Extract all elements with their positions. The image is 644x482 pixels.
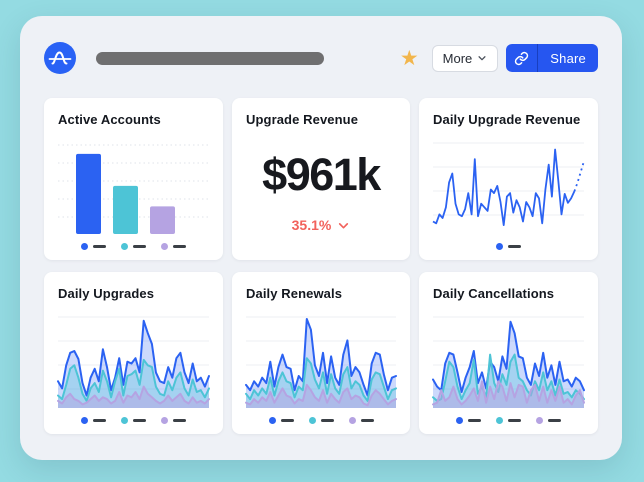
area-chart-svg <box>245 316 397 408</box>
card-title: Daily Upgrades <box>58 286 155 301</box>
favorite-star-icon[interactable]: ★ <box>399 46 419 70</box>
chevron-down-icon <box>339 222 349 228</box>
chart-legend <box>56 238 211 254</box>
bar-chart <box>56 133 211 236</box>
legend-label-placeholder <box>133 244 146 248</box>
legend-label-placeholder <box>548 418 561 422</box>
share-button[interactable]: Share <box>506 44 598 72</box>
kpi-delta: 35.1% <box>244 217 398 233</box>
legend-entry <box>81 416 106 424</box>
legend-label-placeholder <box>93 418 106 422</box>
line-chart-svg <box>432 142 585 226</box>
legend-dot <box>161 416 168 424</box>
amplitude-logo-icon[interactable] <box>44 42 76 74</box>
kpi-value: $961k <box>262 149 381 200</box>
legend-dot <box>348 416 356 424</box>
legend-dot <box>81 416 88 424</box>
card-daily-renewals[interactable]: Daily Renewals <box>232 272 410 434</box>
cards-grid: Active Accounts Upgrade Revenue $961k 35… <box>44 98 598 434</box>
more-button[interactable]: More <box>431 44 499 72</box>
share-button-label: Share <box>550 50 586 66</box>
line-chart <box>431 133 586 236</box>
area-chart-svg <box>432 316 585 408</box>
chevron-down-icon <box>478 56 486 61</box>
legend-entry <box>348 416 374 424</box>
area-chart-svg <box>57 316 210 408</box>
card-daily-upgrades[interactable]: Daily Upgrades <box>44 272 223 434</box>
legend-label-placeholder <box>508 418 521 422</box>
legend-label-placeholder <box>93 244 106 248</box>
card-title: Daily Renewals <box>246 286 343 301</box>
legend-dot <box>496 416 503 424</box>
card-daily-cancellations[interactable]: Daily Cancellations <box>419 272 598 434</box>
area-chart <box>244 307 398 410</box>
legend-entry <box>121 242 146 250</box>
card-upgrade-revenue[interactable]: Upgrade Revenue $961k 35.1% <box>232 98 410 260</box>
legend-dot <box>121 416 128 424</box>
legend-dot <box>308 416 316 424</box>
more-button-label: More <box>442 50 473 66</box>
legend-entry <box>268 416 294 424</box>
area-chart <box>56 307 211 410</box>
legend-label-placeholder <box>173 244 186 248</box>
legend-dot <box>456 416 463 424</box>
card-title: Upgrade Revenue <box>246 112 359 127</box>
legend-entry <box>496 242 521 250</box>
dashboard-title-placeholder <box>96 51 324 65</box>
card-title: Active Accounts <box>58 112 161 127</box>
legend-label-placeholder <box>173 418 186 422</box>
area-chart <box>431 307 586 410</box>
legend-dot <box>161 242 168 250</box>
card-title: Daily Upgrade Revenue <box>433 112 581 127</box>
legend-entry <box>456 416 481 424</box>
legend-dot <box>81 242 88 250</box>
legend-label-placeholder <box>468 418 481 422</box>
legend-entry <box>121 416 146 424</box>
legend-label-placeholder <box>320 418 334 422</box>
legend-label-placeholder <box>280 418 294 422</box>
legend-entry <box>308 416 334 424</box>
legend-entry <box>81 242 106 250</box>
legend-dot <box>121 242 128 250</box>
legend-entry <box>161 416 186 424</box>
legend-label-placeholder <box>360 418 374 422</box>
chart-legend <box>431 412 586 428</box>
chart-legend <box>56 412 211 428</box>
card-title: Daily Cancellations <box>433 286 555 301</box>
card-active-accounts[interactable]: Active Accounts <box>44 98 223 260</box>
kpi-delta-text: 35.1% <box>291 217 332 233</box>
legend-dot <box>496 242 503 250</box>
chart-legend <box>244 412 398 428</box>
chart-legend <box>431 238 586 254</box>
dashboard-window: ★ More Share Active Accounts Upg <box>20 16 622 460</box>
legend-dot <box>268 416 276 424</box>
legend-entry <box>536 416 561 424</box>
bar-chart-svg <box>58 144 209 234</box>
share-button-divider <box>537 44 539 72</box>
legend-dot <box>536 416 543 424</box>
card-daily-upgrade-revenue[interactable]: Daily Upgrade Revenue <box>419 98 598 260</box>
legend-entry <box>496 416 521 424</box>
legend-entry <box>161 242 186 250</box>
header: ★ More Share <box>20 16 622 74</box>
link-icon <box>515 51 529 65</box>
share-link-segment[interactable] <box>506 44 537 72</box>
legend-label-placeholder <box>133 418 146 422</box>
legend-label-placeholder <box>508 244 521 248</box>
